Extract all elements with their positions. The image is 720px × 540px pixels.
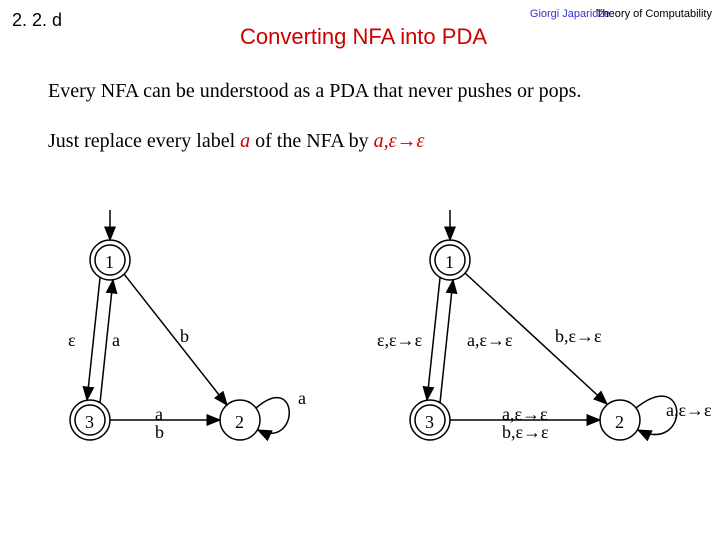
pda-edge-self-a: a,ε→ε <box>666 400 712 421</box>
pda-state-1-label: 1 <box>445 252 454 273</box>
body-line-1: Every NFA can be understood as a PDA tha… <box>48 80 581 103</box>
pda-edge-ab-2: b,ε→ε <box>502 422 549 443</box>
nfa-edge-self-a: a <box>298 388 306 409</box>
nfa-state-2-label: 2 <box>235 412 244 433</box>
body-line-2: Just replace every label a of the NFA by… <box>48 130 424 153</box>
nfa-edge-ab: a b <box>155 405 164 441</box>
nfa-state-3-label: 3 <box>85 412 94 433</box>
pda-state-3-label: 3 <box>425 412 434 433</box>
body-line-2b: a <box>240 130 250 152</box>
nfa-edge-a: a <box>112 330 120 351</box>
pda-edge-a: a,ε→ε <box>467 330 513 351</box>
section-number: 2. 2. d <box>12 10 62 31</box>
body-line-2d: a,ε→ε <box>374 130 425 152</box>
body-line-2c: of the NFA by <box>250 130 374 152</box>
page-title: Converting NFA into PDA <box>240 24 487 50</box>
automata-diagram <box>0 200 720 540</box>
nfa-edge-b: b <box>180 326 189 347</box>
nfa-state-1-label: 1 <box>105 252 114 273</box>
nfa-edge-eps: ε <box>68 330 76 351</box>
pda-edge-b: b,ε→ε <box>555 326 602 347</box>
course-name: Theory of Computability <box>596 8 712 20</box>
pda-state-2-label: 2 <box>615 412 624 433</box>
pda-edge-eps: ε,ε→ε <box>377 330 422 351</box>
body-line-2a: Just replace every label <box>48 130 240 152</box>
